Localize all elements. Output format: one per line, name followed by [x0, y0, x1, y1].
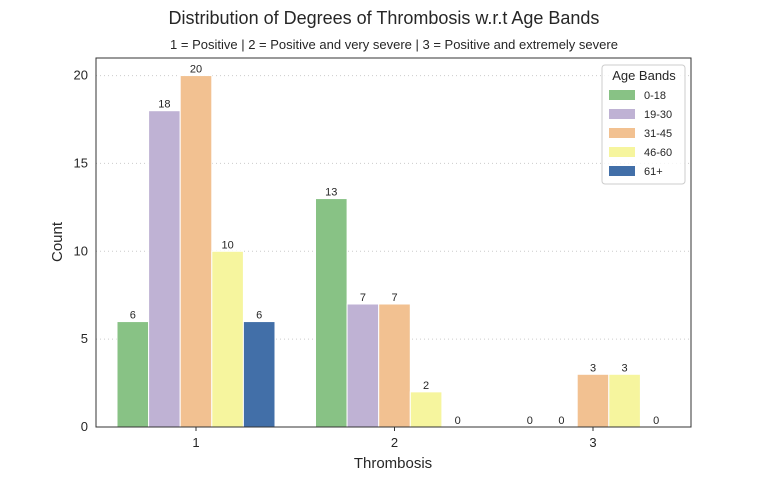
- legend-swatch: [609, 166, 635, 176]
- data-label: 3: [622, 362, 628, 374]
- data-label: 7: [391, 292, 397, 304]
- legend-label: 31-45: [644, 128, 672, 140]
- bar-31-45-cat-1: [179, 75, 213, 428]
- bar-46-60-cat-1: [211, 250, 244, 428]
- legend-label: 61+: [644, 166, 663, 178]
- legend: Age Bands 0-18 19-30 31-45 46-60 61+: [601, 64, 686, 185]
- bar-46-60-cat-2: [409, 391, 443, 428]
- data-label: 6: [130, 310, 136, 322]
- bars-group: [116, 75, 641, 428]
- bar-19-30-cat-2: [346, 303, 380, 428]
- data-label: 0: [455, 415, 461, 427]
- x-tick-label: 1: [192, 435, 199, 450]
- x-tick-label: 3: [589, 435, 596, 450]
- legend-label: 19-30: [644, 109, 672, 121]
- legend-swatch: [609, 109, 635, 119]
- y-axis-ticks: 0 5 10 15 20: [74, 68, 88, 434]
- legend-items: 0-18 19-30 31-45 46-60 61+: [609, 90, 672, 178]
- y-tick-label: 20: [74, 68, 88, 83]
- y-tick-label: 0: [81, 419, 88, 434]
- x-tick-label: 2: [391, 435, 398, 450]
- bar-19-30-cat-1: [148, 110, 181, 428]
- data-label: 0: [558, 415, 564, 427]
- data-label: 3: [590, 362, 596, 374]
- bar-31-45-cat-3: [576, 373, 610, 428]
- data-label: 13: [325, 187, 337, 199]
- bar-0-18-cat-2: [315, 198, 348, 428]
- data-label: 20: [190, 64, 202, 76]
- data-label: 18: [158, 99, 170, 111]
- bar-0-18-cat-1: [116, 321, 150, 428]
- data-label: 7: [360, 292, 366, 304]
- legend-label: 46-60: [644, 147, 672, 159]
- bar-61+-cat-1: [242, 321, 276, 428]
- y-tick-label: 15: [74, 155, 88, 170]
- bar-46-60-cat-3: [608, 373, 641, 428]
- legend-label: 0-18: [644, 90, 666, 102]
- data-label: 2: [423, 380, 429, 392]
- y-tick-label: 10: [74, 243, 88, 258]
- y-axis-label: Count: [49, 221, 66, 262]
- legend-swatch: [609, 128, 635, 138]
- plot-frame: [95, 57, 692, 428]
- data-label: 6: [256, 310, 262, 322]
- x-axis-ticks: 1 2 3: [192, 427, 597, 450]
- x-axis-label: Thrombosis: [354, 455, 432, 472]
- y-tick-label: 5: [81, 331, 88, 346]
- bar-31-45-cat-2: [378, 303, 411, 428]
- chart-title: Distribution of Degrees of Thrombosis w.…: [169, 8, 600, 28]
- legend-swatch: [609, 90, 635, 100]
- legend-swatch: [609, 147, 635, 157]
- data-label: 10: [221, 239, 233, 251]
- data-label: 0: [527, 415, 533, 427]
- legend-title: Age Bands: [612, 68, 676, 83]
- chart-subtitle: 1 = Positive | 2 = Positive and very sev…: [170, 37, 618, 52]
- data-label: 0: [653, 415, 659, 427]
